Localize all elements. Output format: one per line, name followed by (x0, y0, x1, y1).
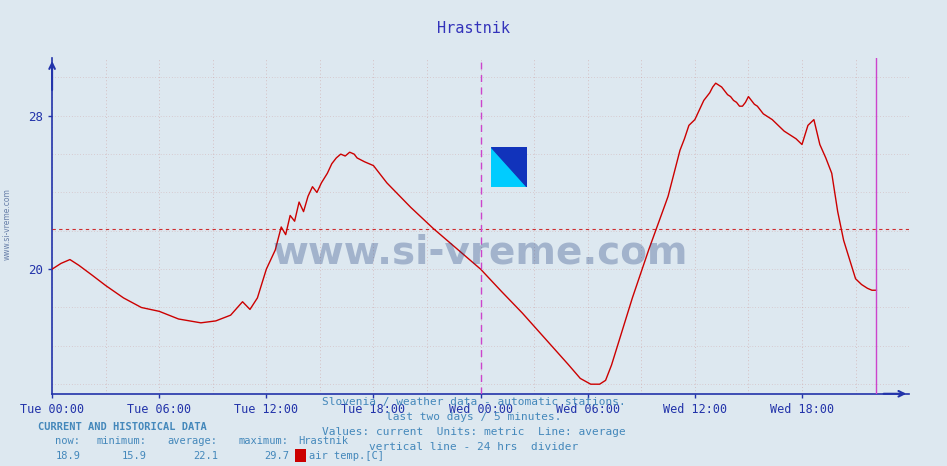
Polygon shape (491, 147, 527, 187)
Text: CURRENT AND HISTORICAL DATA: CURRENT AND HISTORICAL DATA (38, 423, 206, 432)
Text: 29.7: 29.7 (264, 452, 289, 461)
Text: minimum:: minimum: (97, 437, 147, 446)
Polygon shape (491, 147, 527, 187)
Text: 15.9: 15.9 (122, 452, 147, 461)
Polygon shape (491, 147, 527, 187)
Text: average:: average: (168, 437, 218, 446)
Text: Values: current  Units: metric  Line: average: Values: current Units: metric Line: aver… (322, 427, 625, 437)
Text: 22.1: 22.1 (193, 452, 218, 461)
Text: Slovenia / weather data - automatic stations.: Slovenia / weather data - automatic stat… (322, 397, 625, 407)
Text: air temp.[C]: air temp.[C] (309, 452, 384, 461)
Text: now:: now: (56, 437, 80, 446)
Text: last two days / 5 minutes.: last two days / 5 minutes. (385, 412, 562, 422)
Text: www.si-vreme.com: www.si-vreme.com (273, 234, 688, 272)
Text: Hrastnik: Hrastnik (298, 437, 348, 446)
Text: Hrastnik: Hrastnik (437, 21, 510, 36)
Text: maximum:: maximum: (239, 437, 289, 446)
Text: 18.9: 18.9 (56, 452, 80, 461)
Text: vertical line - 24 hrs  divider: vertical line - 24 hrs divider (369, 442, 578, 452)
Text: www.si-vreme.com: www.si-vreme.com (3, 188, 12, 260)
